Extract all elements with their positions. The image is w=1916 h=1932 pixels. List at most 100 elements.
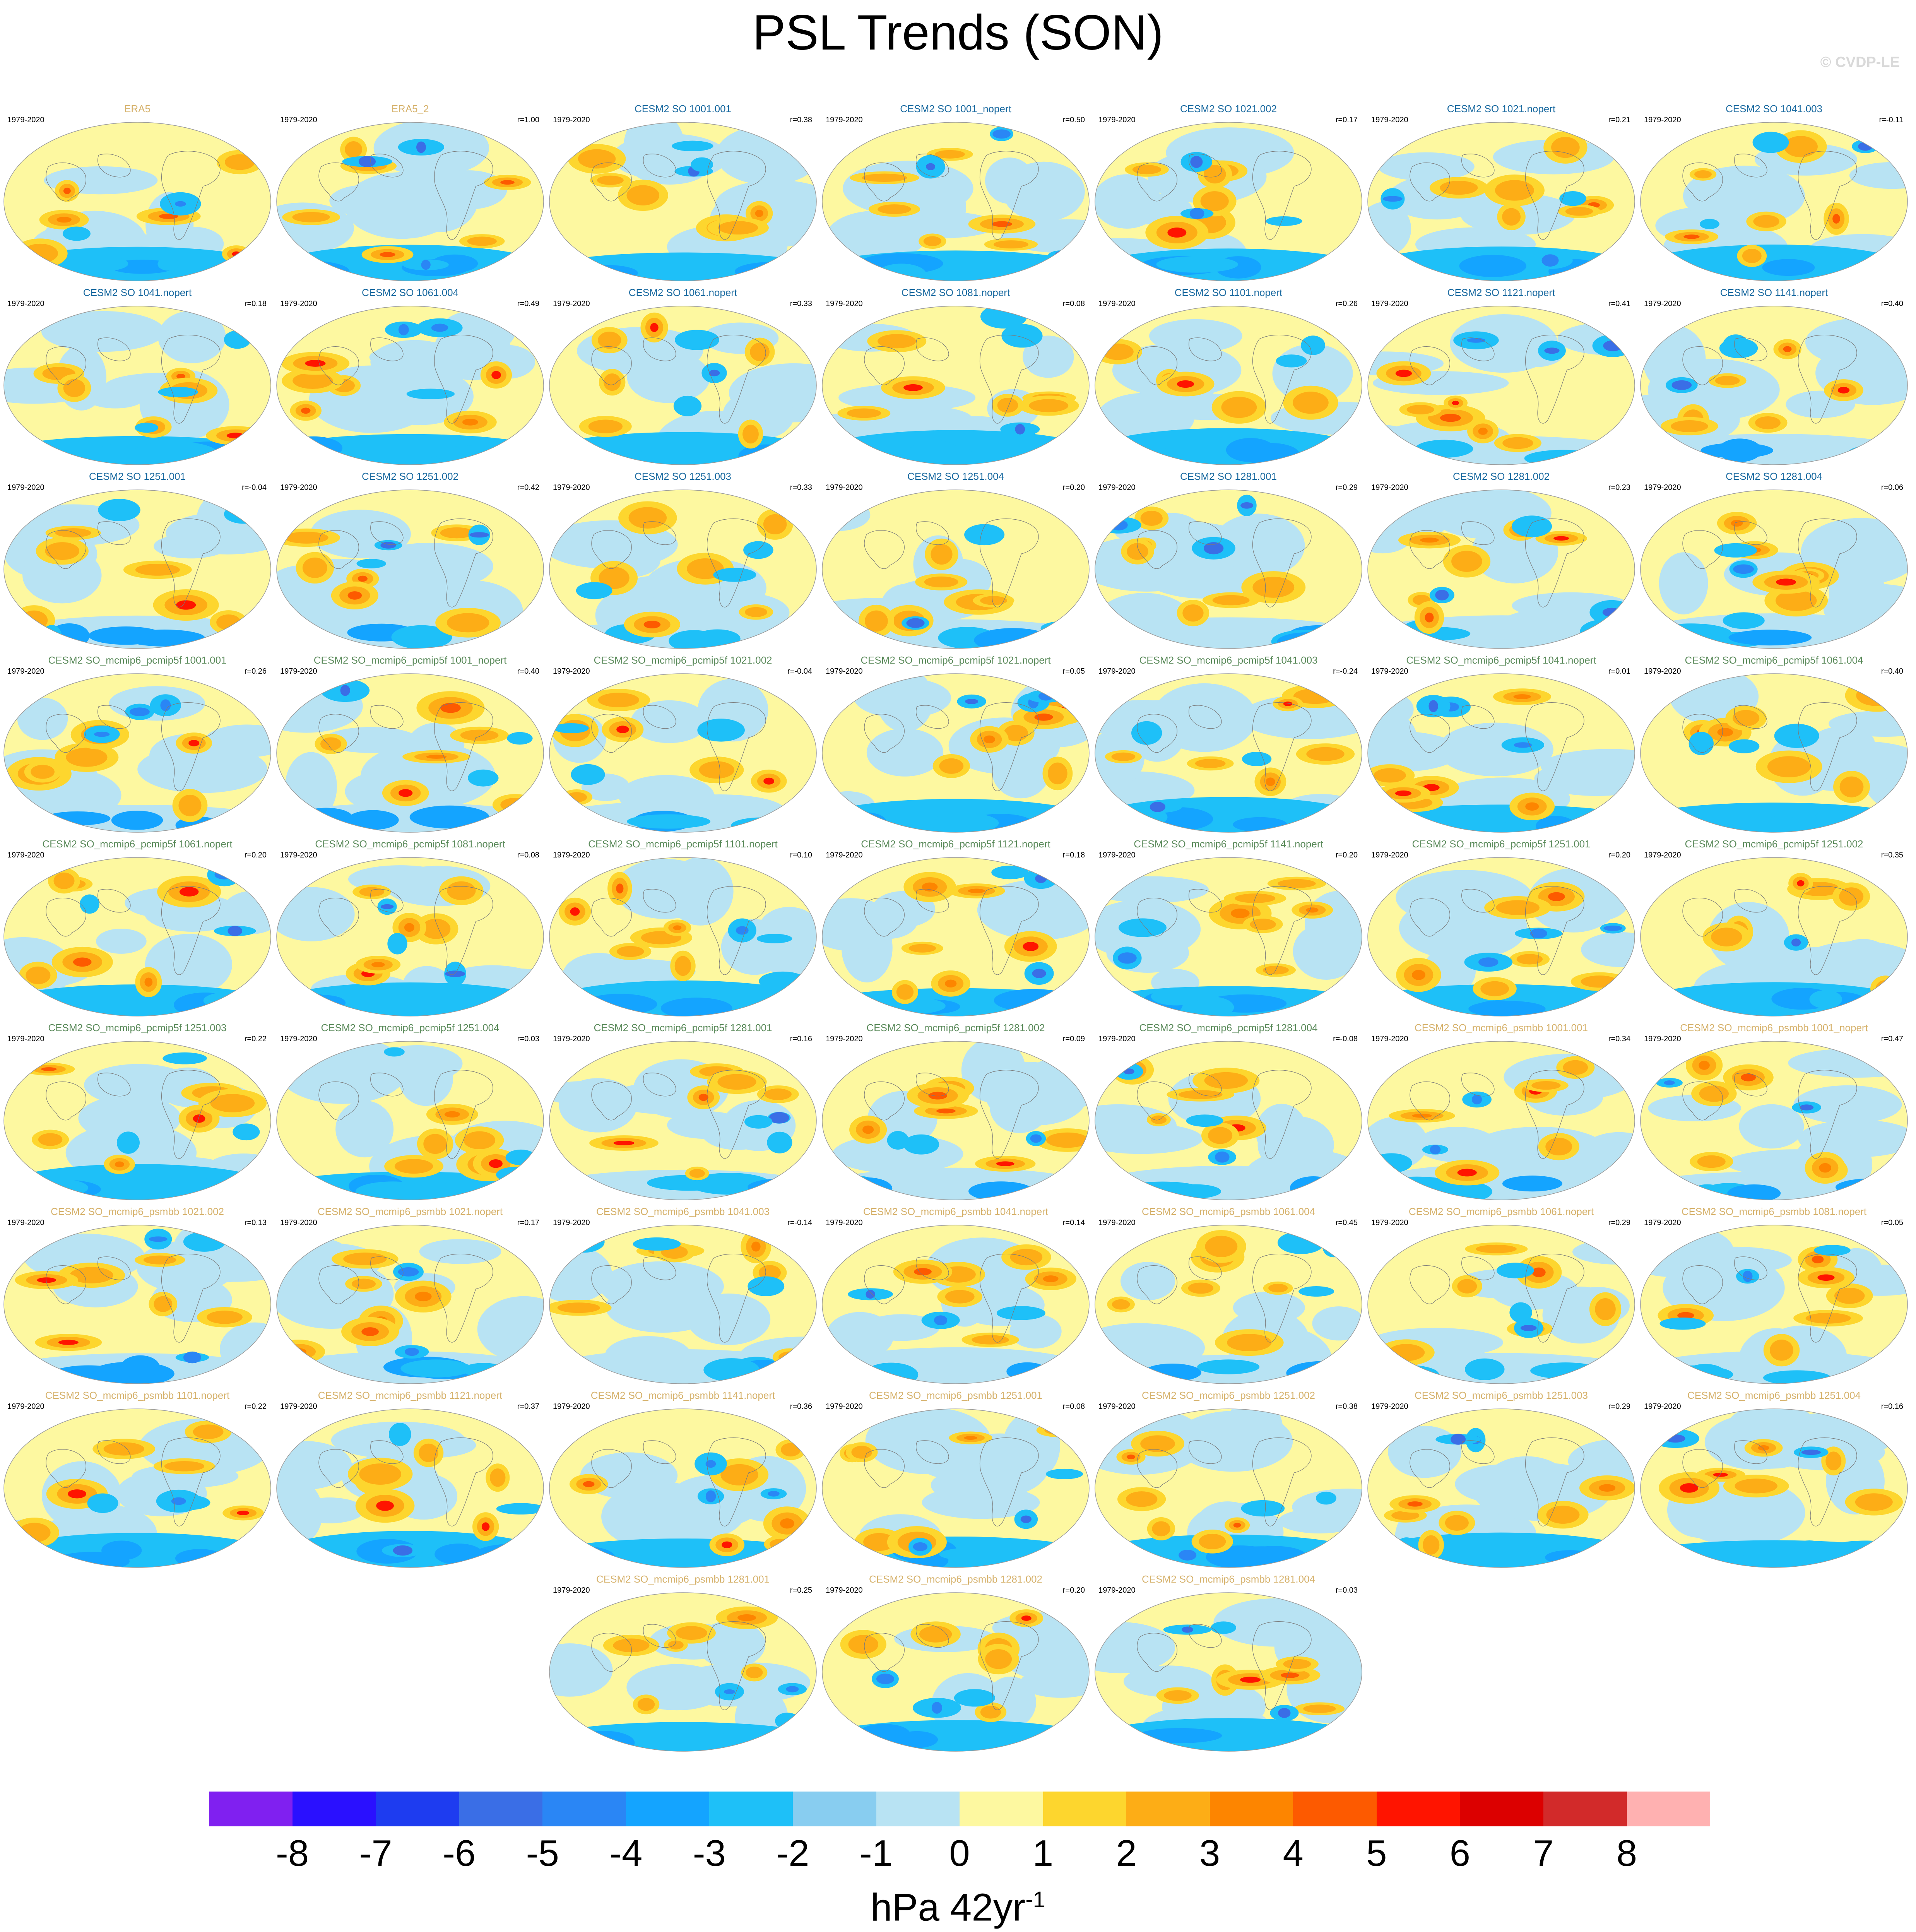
colorbar-labels: -8 -7 -6 -5 -4 -3 -2 -1 0 1 2 3 4 5 6 7 8 [209,1832,1710,1875]
map-panel: CESM2 SO 1121.nopert 1979-2020 r=0.41 [1366,286,1637,468]
panel-correlation: r=0.17 [1335,116,1358,124]
panel-years: 1979-2020 [1371,116,1408,124]
map-panel: CESM2 SO_mcmip6_psmbb 1281.004 1979-2020 r… [1093,1573,1364,1755]
panel-correlation: r=0.20 [1062,483,1085,492]
map-panel: CESM2 SO_mcmip6_pcmip5f 1081.nopert 1979-… [275,838,546,1020]
colorbar-box [542,1792,626,1826]
panel-correlation: r=0.40 [1881,667,1903,676]
panel-years: 1979-2020 [7,116,44,124]
map-panel: CESM2 SO_mcmip6_pcmip5f 1041.003 1979-202… [1093,654,1364,836]
panel-correlation: r=0.38 [790,116,812,124]
map-panel: CESM2 SO 1251.001 1979-2020 r=-0.04 [2,470,273,652]
panel-years: 1979-2020 [553,1218,590,1227]
panel-title: CESM2 SO_mcmip6_pcmip5f 1041.003 [1139,654,1318,666]
psl-trend-map [276,1225,544,1384]
psl-trend-map [1095,857,1362,1016]
panel-correlation: r=0.29 [1608,1218,1630,1227]
panel-correlation: r=0.36 [790,1402,812,1411]
panel-correlation: r=-0.04 [787,667,812,676]
panel-title: CESM2 SO 1021.nopert [1447,103,1556,115]
psl-trend-map [3,489,271,649]
panel-title: CESM2 SO 1281.004 [1725,471,1823,482]
units-base: hPa 42yr [871,1886,1026,1929]
panel-title: CESM2 SO 1041.nopert [83,287,192,298]
panel-years: 1979-2020 [7,1218,44,1227]
map-panel: CESM2 SO_mcmip6_psmbb 1061.nopert 1979-20… [1366,1205,1637,1387]
panel-title: CESM2 SO_mcmip6_psmbb 1121.nopert [318,1390,503,1401]
panel-title: CESM2 SO 1281.002 [1452,471,1550,482]
panel-title: CESM2 SO_mcmip6_psmbb 1251.002 [1141,1390,1315,1401]
panel-title: CESM2 SO_mcmip6_psmbb 1061.004 [1141,1206,1315,1217]
map-panel: CESM2 SO_mcmip6_psmbb 1001_nopert 1979-20… [1639,1022,1909,1203]
psl-trend-map [822,1592,1090,1752]
map-panel: CESM2 SO_mcmip6_psmbb 1001.001 1979-2020 r… [1366,1022,1637,1203]
panel-correlation: r=0.21 [1608,116,1630,124]
panel-title: CESM2 SO 1061.nopert [628,287,737,298]
panel-correlation: r=0.33 [790,299,812,308]
panel-years: 1979-2020 [553,1586,590,1595]
psl-trend-map [822,306,1090,465]
map-panel: CESM2 SO 1101.nopert 1979-2020 r=0.26 [1093,286,1364,468]
panel-years: 1979-2020 [1371,483,1408,492]
panel-years: 1979-2020 [826,851,863,859]
map-panel: CESM2 SO_mcmip6_pcmip5f 1251.004 1979-202… [275,1022,546,1203]
panel-correlation: r=-0.08 [1333,1035,1358,1043]
map-panel: CESM2 SO 1021.002 1979-2020 r=0.17 [1093,103,1364,284]
panel-correlation: r=0.29 [1608,1402,1630,1411]
panel-years: 1979-2020 [1644,667,1681,676]
colorbar-box [376,1792,459,1826]
panel-title: CESM2 SO 1021.002 [1180,103,1277,115]
psl-trend-map [276,857,544,1016]
panel-years: 1979-2020 [7,1402,44,1411]
panel-years: 1979-2020 [280,1402,317,1411]
psl-trend-map [276,122,544,281]
colorbar-box [1627,1792,1711,1826]
page-title: PSL Trends (SON) [752,5,1164,60]
colorbar-tick-label: -4 [609,1833,643,1874]
panel-title: CESM2 SO_mcmip6_psmbb 1281.001 [596,1573,770,1585]
psl-trend-map [1640,1041,1908,1200]
psl-trend-map [549,1041,817,1200]
colorbar-box [209,1792,293,1826]
colorbar-tick-label: -8 [275,1833,309,1874]
panel-title: CESM2 SO_mcmip6_pcmip5f 1141.nopert [1134,838,1323,850]
panel-title: CESM2 SO 1251.002 [361,471,459,482]
psl-trend-map [549,1408,817,1568]
panel-correlation: r=0.40 [517,667,539,676]
panel-years: 1979-2020 [1098,851,1136,859]
panel-correlation: r=0.20 [244,851,267,859]
panel-correlation: r=0.37 [517,1402,539,1411]
panel-years: 1979-2020 [1371,667,1408,676]
panel-years: 1979-2020 [826,1218,863,1227]
map-panel: CESM2 SO_mcmip6_psmbb 1021.nopert 1979-20… [275,1205,546,1387]
psl-trend-map [1095,1041,1362,1200]
panel-years: 1979-2020 [1371,1402,1408,1411]
panel-title: CESM2 SO 1251.003 [634,471,732,482]
panel-title: CESM2 SO_mcmip6_pcmip5f 1061.nopert [42,838,233,850]
panel-correlation: r=0.13 [244,1218,267,1227]
panel-correlation: r=0.47 [1881,1035,1903,1043]
map-panel: CESM2 SO 1281.004 1979-2020 r=0.06 [1639,470,1909,652]
panel-correlation: r=0.18 [1062,851,1085,859]
map-panel: CESM2 SO 1041.nopert 1979-2020 r=0.18 [2,286,273,468]
units-label: hPa 42yr-1 [0,1877,1916,1930]
psl-trend-map [1367,1408,1635,1568]
panel-years: 1979-2020 [826,1402,863,1411]
panel-title: CESM2 SO 1001.001 [634,103,732,115]
psl-trend-map [276,306,544,465]
map-panel: CESM2 SO_mcmip6_psmbb 1081.nopert 1979-20… [1639,1205,1909,1387]
panel-title: CESM2 SO 1081.nopert [901,287,1010,298]
map-panel: CESM2 SO_mcmip6_psmbb 1251.003 1979-2020 r… [1366,1389,1637,1571]
colorbar-tick-label: -1 [859,1833,893,1874]
map-panel: CESM2 SO_mcmip6_pcmip5f 1251.002 1979-202… [1639,838,1909,1020]
panel-correlation: r=0.50 [1062,116,1085,124]
panel-years: 1979-2020 [7,483,44,492]
panel-title: CESM2 SO_mcmip6_pcmip5f 1281.001 [594,1022,772,1034]
panel-years: 1979-2020 [826,667,863,676]
map-panel: CESM2 SO 1061.004 1979-2020 r=0.49 [275,286,546,468]
psl-trend-map [3,122,271,281]
panel-title: CESM2 SO 1141.nopert [1720,287,1828,298]
map-panel: CESM2 SO_mcmip6_pcmip5f 1041.nopert 1979-… [1366,654,1637,836]
panel-correlation: r=0.22 [244,1035,267,1043]
panel-title: CESM2 SO_mcmip6_pcmip5f 1041.nopert [1406,654,1596,666]
